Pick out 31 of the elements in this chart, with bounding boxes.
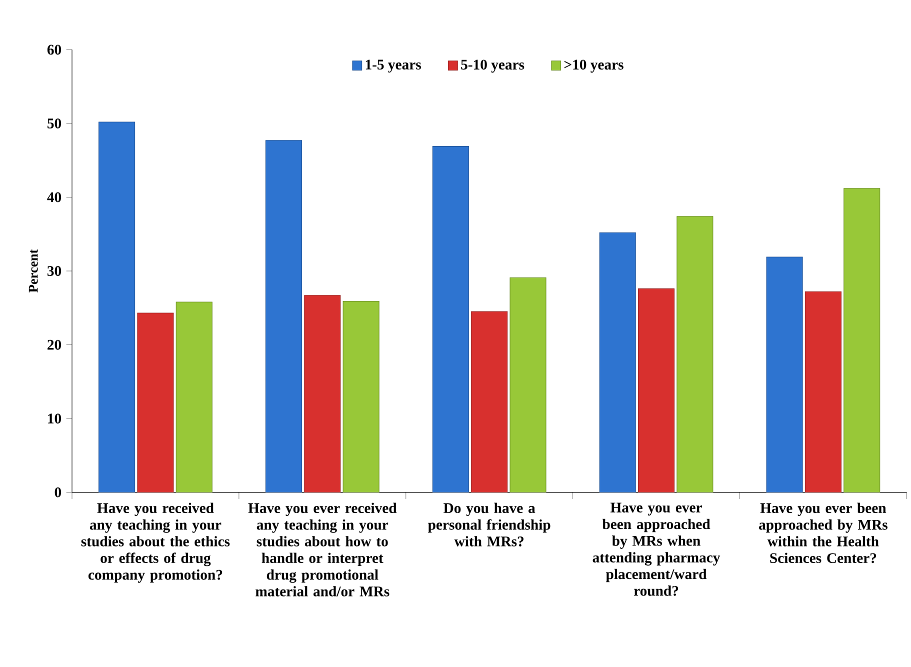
x-tick-label: Have you ever received any teaching in your studies about how to handle or interpret drug promotional material and/or MRs (248, 502, 397, 596)
legend-label: >10 years (564, 60, 624, 73)
bar (599, 232, 636, 492)
y-tick-label: 20 (48, 340, 62, 350)
bar (176, 302, 212, 492)
x-tick-label: Have you ever been approached by MRs when attending pharmacy placement/ward round? (592, 502, 720, 596)
bar (844, 188, 880, 492)
legend-label: 1-5 years (366, 60, 421, 73)
bar (766, 256, 803, 492)
y-tick-label: 40 (47, 192, 62, 202)
bar (432, 146, 469, 492)
bar (137, 312, 174, 492)
bar (304, 295, 341, 492)
legend-label: 5-10 years (461, 60, 524, 73)
x-tick-label: Do you have a personal friendship with MRs? (428, 502, 550, 546)
bar (471, 311, 508, 492)
y-axis-title: Percent (28, 249, 38, 292)
bar (265, 140, 302, 492)
y-tick-label: 50 (48, 118, 62, 128)
y-tick-label: 10 (48, 414, 62, 424)
bar (510, 277, 546, 492)
bar (676, 216, 714, 492)
x-tick-label: Have you received any teaching in your studies about the ethics or effects of drug company promotion? (81, 502, 230, 583)
y-tick-label: 0 (54, 487, 62, 498)
y-tick-label: 30 (47, 266, 62, 276)
bar (638, 288, 675, 492)
y-tick-label: 60 (47, 44, 62, 55)
bar (804, 291, 842, 492)
bar (342, 300, 380, 492)
bar (98, 122, 136, 492)
x-tick-label: Have you ever been approached by MRs within the Health Sciences Center? (759, 502, 888, 564)
